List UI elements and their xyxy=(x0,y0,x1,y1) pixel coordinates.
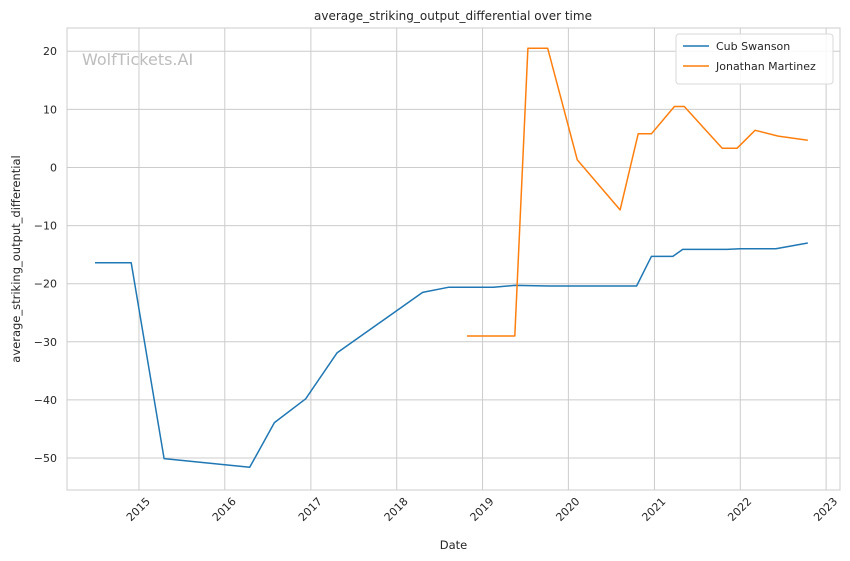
y-axis-ticks: 20 10 0 −10 −20 −30 −40 −50 xyxy=(34,45,57,465)
y-tick-label: −40 xyxy=(34,394,57,407)
y-tick-label: −30 xyxy=(34,336,57,349)
x-tick-label: 2017 xyxy=(296,495,325,524)
y-tick-label: 0 xyxy=(50,161,57,174)
series-line-cub-swanson xyxy=(95,242,808,469)
y-tick-label: 10 xyxy=(43,103,57,116)
legend-label: Jonathan Martinez xyxy=(715,60,816,73)
y-tick-label: −10 xyxy=(34,220,57,233)
legend: Cub Swanson Jonathan Martinez xyxy=(675,33,834,85)
y-gridlines xyxy=(67,50,840,459)
x-tick-label: 2018 xyxy=(382,495,411,524)
x-tick-label: 2020 xyxy=(553,495,582,524)
y-tick-label: −50 xyxy=(34,452,57,465)
legend-box xyxy=(675,33,834,85)
x-tick-label: 2015 xyxy=(124,495,153,524)
y-axis-title: average_striking_output_differential xyxy=(9,155,23,362)
series-layer xyxy=(95,47,808,469)
plot-area xyxy=(66,27,841,491)
legend-label: Cub Swanson xyxy=(716,40,790,53)
x-gridlines xyxy=(138,28,827,490)
y-tick-label: 20 xyxy=(43,45,57,58)
chart-title: average_striking_output_differential ove… xyxy=(314,9,592,23)
x-tick-label: 2023 xyxy=(811,495,840,524)
x-axis-ticks: 2015 2016 2017 2018 2019 2020 2021 2022 2023 xyxy=(124,495,840,524)
y-tick-label: −20 xyxy=(34,278,57,291)
series-line-jonathan-martinez xyxy=(467,47,808,337)
watermark: WolfTickets.AI xyxy=(82,50,193,69)
x-axis-title: Date xyxy=(440,538,468,552)
x-tick-label: 2022 xyxy=(725,495,754,524)
x-tick-label: 2016 xyxy=(210,495,239,524)
x-tick-label: 2019 xyxy=(468,495,497,524)
x-tick-label: 2021 xyxy=(639,495,668,524)
